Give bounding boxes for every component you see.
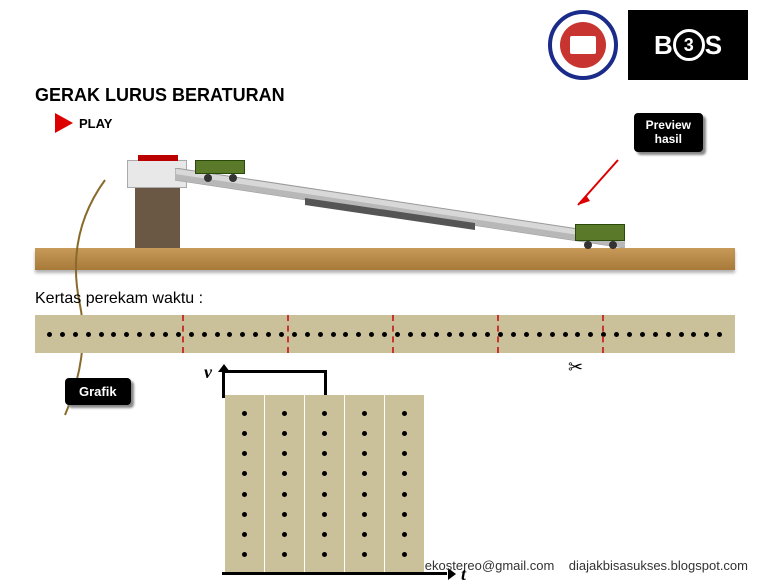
scissors-icon: ✂ [568,357,583,378]
pedestal [135,188,180,248]
logo-bar: B3S [548,10,748,80]
page-title: GERAK LURUS BERATURAN [35,85,285,106]
v-axis-arrow [218,364,230,372]
v-axis-label: v [204,362,212,383]
tape-label: Kertas perekam waktu : [35,290,203,308]
ticker-tape [35,315,735,353]
footer-blog: diajakbisasukses.blogspot.com [569,558,748,573]
logo-b3s: B3S [628,10,748,80]
t-axis [222,572,447,575]
table-surface [35,248,735,270]
graph-area: v t [200,370,460,575]
play-label: PLAY [79,116,112,131]
axis-drop [324,370,327,396]
footer: ekostereo@gmail.com diajakbisasukses.blo… [425,558,748,573]
grafik-button[interactable]: Grafik [65,378,131,405]
footer-email: ekostereo@gmail.com [425,558,555,573]
v-axis-stub [222,370,225,398]
axis-top-segment [222,370,327,373]
logo-institution [548,10,618,80]
graph-bars [225,395,425,573]
apparatus-scene [35,130,735,280]
cart-bottom [575,224,625,248]
cart-top [195,160,245,180]
